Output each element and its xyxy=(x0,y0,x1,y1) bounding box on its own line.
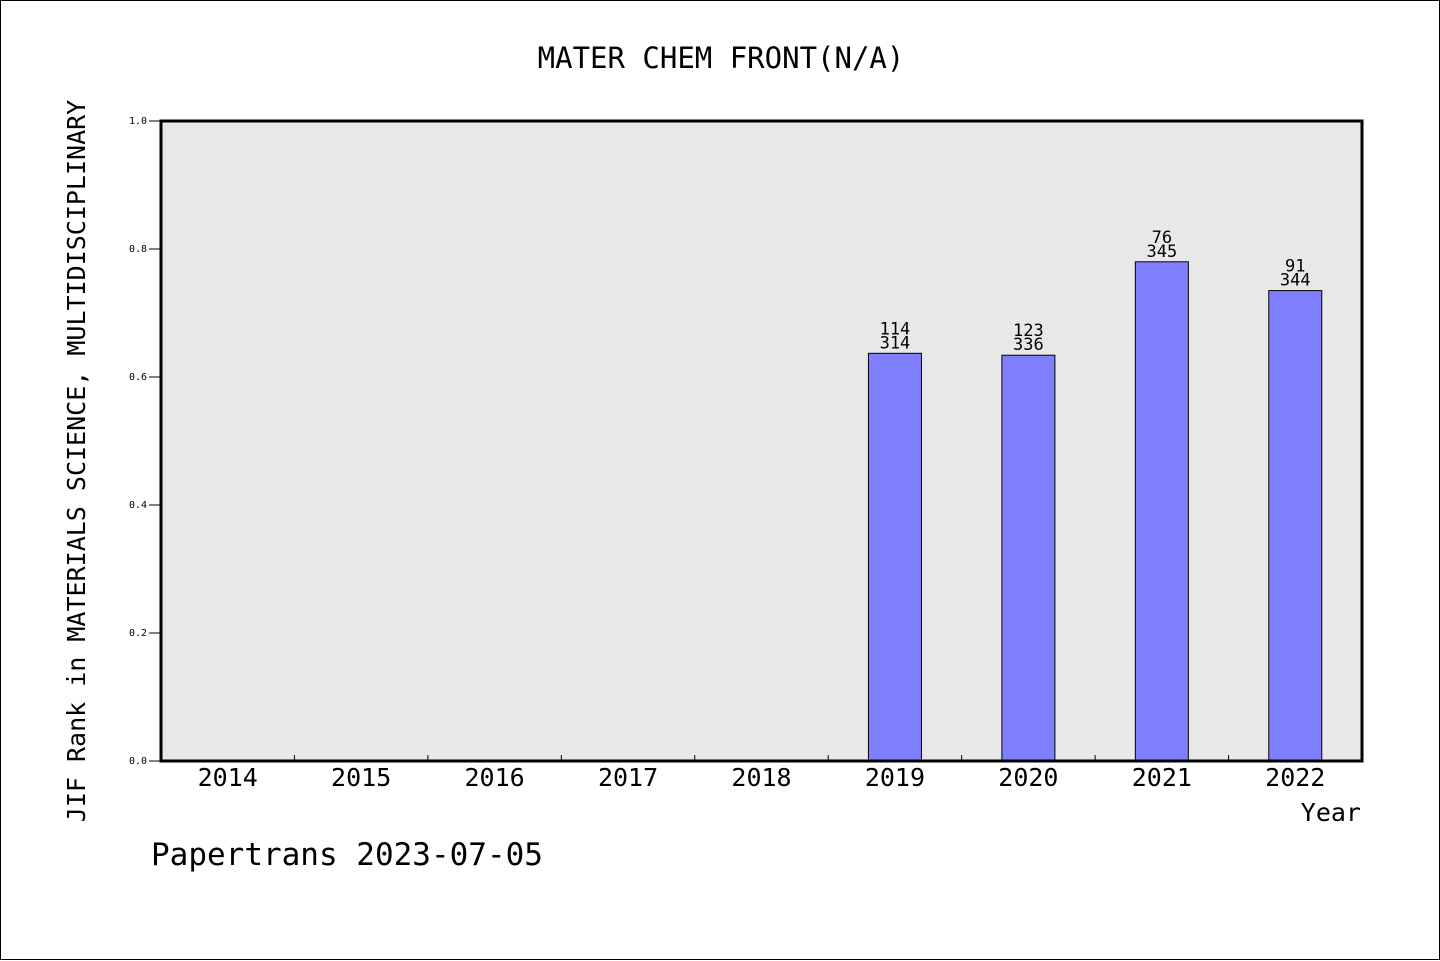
x-tick-label: 2022 xyxy=(1265,763,1325,792)
x-tick-label: 2015 xyxy=(331,763,391,792)
bar-label-rank: 123 xyxy=(1013,321,1044,341)
bar-label-total: 344 xyxy=(1280,271,1311,291)
chart-title: MATER CHEM FRONT(N/A) xyxy=(538,41,905,75)
x-axis-ticks: 2014 2015 2016 2017 2018 2019 2020 2021 2022 xyxy=(198,755,1325,792)
x-tick-label: 2019 xyxy=(865,763,925,792)
x-axis-label: Year xyxy=(1301,798,1361,827)
y-axis-ticks: 0.0 0.2 0.4 0.6 0.8 1.0 xyxy=(129,116,161,767)
bar-2019 xyxy=(867,352,922,762)
y-tick-label: 1.0 xyxy=(129,116,147,127)
plot-frame xyxy=(159,119,1364,763)
y-tick-label: 0.8 xyxy=(129,244,147,255)
bar-2022 xyxy=(1268,290,1323,762)
y-tick-label: 0.6 xyxy=(129,372,147,383)
bar-label-rank: 76 xyxy=(1152,228,1172,248)
x-tick-label: 2020 xyxy=(998,763,1058,792)
y-tick-label: 0.0 xyxy=(129,756,147,767)
bar-label-rank: 91 xyxy=(1285,257,1305,277)
bar-label-rank: 114 xyxy=(880,319,911,339)
bar-label-total: 345 xyxy=(1146,242,1177,262)
y-tick-label: 0.2 xyxy=(129,628,147,639)
bar-label-total: 336 xyxy=(1013,335,1044,355)
x-tick-label: 2016 xyxy=(465,763,525,792)
bar-2021 xyxy=(1134,261,1189,762)
y-tick-label: 0.4 xyxy=(129,500,147,511)
bars-group xyxy=(867,261,1323,762)
x-tick-label: 2017 xyxy=(598,763,658,792)
bar-2020 xyxy=(1001,354,1056,762)
bar-label-total: 314 xyxy=(880,333,911,353)
x-tick-label: 2021 xyxy=(1132,763,1192,792)
y-axis-label: JIF Rank in MATERIALS SCIENCE, MULTIDISC… xyxy=(62,100,91,822)
watermark-text: Papertrans 2023-07-05 xyxy=(151,837,543,873)
x-tick-label: 2018 xyxy=(731,763,791,792)
x-tick-label: 2014 xyxy=(198,763,258,792)
